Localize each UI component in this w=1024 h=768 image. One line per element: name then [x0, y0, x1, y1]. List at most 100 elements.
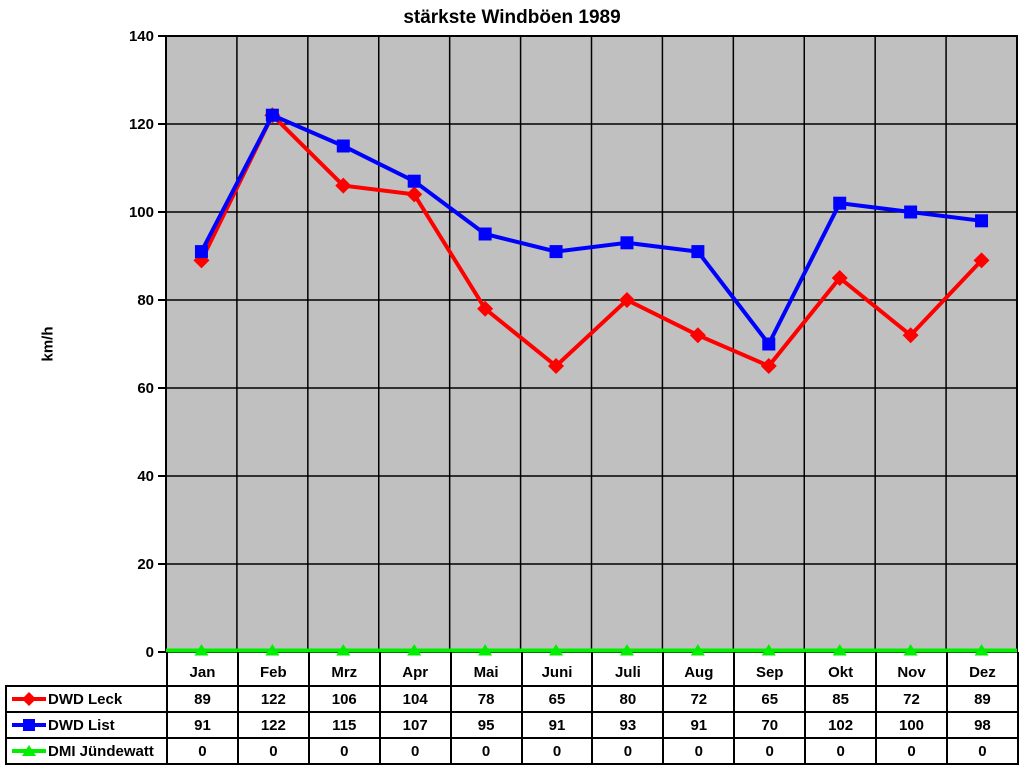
table-corner-cell	[6, 652, 167, 686]
month-label: Nov	[875, 652, 948, 687]
marker-diamond	[618, 292, 635, 308]
marker-square	[904, 205, 918, 219]
value-cell: 0	[591, 737, 665, 765]
value-cell: 93	[591, 711, 665, 739]
marker-diamond	[973, 252, 990, 269]
value-cell: 0	[166, 737, 239, 765]
month-label: Apr	[378, 652, 452, 687]
value-cell: 0	[662, 737, 736, 765]
month-label: Feb	[236, 652, 310, 687]
table-row: DWD List 91 122 115 107 95 91 93 91 70 102 100 98	[5, 711, 1019, 739]
value-cell: 91	[166, 711, 239, 739]
legend-marker-diamond	[22, 692, 36, 706]
value-cell: 91	[520, 711, 594, 739]
value-cell: 0	[733, 737, 807, 765]
legend-marker-icon	[12, 719, 46, 731]
legend-label: DWD List	[48, 716, 115, 734]
value-cell: 104	[378, 685, 452, 713]
value-cell: 72	[875, 685, 948, 713]
series-line	[199, 112, 982, 348]
month-label: Okt	[804, 652, 878, 687]
value-cell: 115	[307, 711, 381, 739]
marker-square	[762, 337, 776, 351]
y-tick-label: 120	[128, 115, 154, 133]
value-cell: 0	[945, 737, 1019, 765]
month-label: Mrz	[307, 652, 381, 687]
month-label: Sep	[733, 652, 807, 687]
month-label: Dez	[945, 652, 1019, 687]
chart-title: stärkste Windböen 1989	[403, 7, 621, 28]
month-label: Aug	[662, 652, 736, 687]
month-label: Jan	[166, 652, 239, 687]
value-cell: 0	[875, 737, 948, 765]
value-cell: 85	[804, 685, 878, 713]
marker-square	[833, 196, 847, 210]
marker-diamond	[335, 177, 352, 194]
value-cell: 106	[307, 685, 381, 713]
month-label: Juli	[591, 652, 665, 687]
marker-square	[194, 245, 208, 259]
table-header-row: Jan Feb Mrz Apr Mai Juni Juli Aug Sep Okt Nov Dez	[6, 652, 1019, 687]
y-tick-label: 0	[145, 643, 154, 661]
value-cell: 122	[236, 685, 310, 713]
legend-key: DWD List	[8, 716, 165, 734]
value-cell: 0	[236, 737, 310, 765]
series-line	[199, 111, 983, 369]
value-cell: 100	[875, 711, 948, 739]
value-cell: 0	[307, 737, 381, 765]
y-tick-label: 40	[137, 467, 154, 485]
marker-square	[478, 227, 492, 241]
marker-diamond	[831, 270, 848, 286]
value-cell: 91	[662, 711, 736, 739]
marker-diamond	[902, 327, 919, 344]
legend-cell: DMI Jündewatt	[5, 737, 168, 765]
y-tick-label: 140	[128, 27, 154, 45]
marker-diamond	[406, 186, 423, 203]
value-cell: 98	[945, 711, 1019, 739]
value-cell: 0	[520, 737, 594, 765]
y-tick-label: 100	[128, 203, 154, 221]
y-tick-label: 20	[137, 555, 154, 573]
legend-marker-icon	[12, 692, 46, 706]
legend-key: DMI Jündewatt	[8, 742, 165, 760]
data-table: Jan Feb Mrz Apr Mai Juni Juli Aug Sep Okt Nov Dez DW…	[5, 652, 1019, 765]
value-cell: 95	[449, 711, 523, 739]
legend-label: DMI Jündewatt	[48, 742, 154, 760]
marker-diamond	[689, 327, 706, 344]
value-cell: 72	[662, 685, 736, 713]
month-label: Juni	[520, 652, 594, 687]
value-cell: 0	[449, 737, 523, 765]
month-label: Mai	[449, 652, 523, 687]
marker-diamond	[477, 300, 494, 317]
legend-key: DWD Leck	[8, 690, 165, 708]
marker-square	[336, 139, 350, 153]
value-cell: 107	[378, 711, 452, 739]
value-cell: 70	[733, 711, 807, 739]
value-cell: 89	[166, 685, 239, 713]
value-cell: 0	[804, 737, 878, 765]
legend-marker-icon	[12, 745, 46, 756]
marker-square	[549, 245, 563, 259]
y-tick-label: 60	[137, 379, 154, 397]
y-tick-label: 80	[137, 291, 154, 309]
marker-square	[265, 108, 279, 122]
value-cell: 80	[591, 685, 665, 713]
value-cell: 102	[804, 711, 878, 739]
value-cell: 89	[945, 685, 1019, 713]
marker-diamond	[548, 358, 565, 374]
value-cell: 78	[449, 685, 523, 713]
legend-label: DWD Leck	[48, 690, 123, 708]
legend-cell: DWD Leck	[5, 685, 168, 713]
value-cell: 0	[378, 737, 452, 765]
marker-square	[975, 214, 989, 228]
marker-square	[620, 236, 634, 250]
value-cell: 65	[520, 685, 594, 713]
marker-square	[691, 245, 705, 259]
marker-diamond	[760, 358, 777, 374]
marker-square	[407, 174, 421, 188]
legend-cell: DWD List	[5, 711, 168, 739]
legend-marker-square	[23, 719, 35, 731]
table-row: DMI Jündewatt 0 0 0 0 0 0 0 0 0 0 0 0	[5, 737, 1019, 765]
